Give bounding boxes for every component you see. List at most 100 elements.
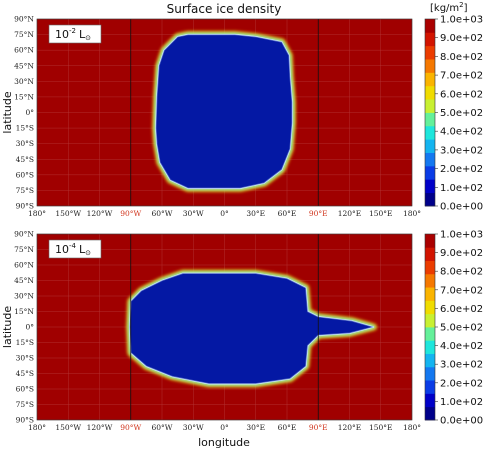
colorbar: 1.0e+03 9.0e+02 8.0e+02 7.0e+02 6.0e+02 5.0e+… <box>424 230 483 427</box>
y-tick-label: 30°S <box>16 354 34 363</box>
colorbar-tick-label: 5.0e+02 <box>440 323 483 334</box>
x-tick-label: 90°W <box>120 423 141 432</box>
colorbar-tick-label: 2.0e+02 <box>440 164 483 175</box>
panel-label: 10-4 L⊙ <box>48 239 102 259</box>
colorbar-segment <box>425 19 435 33</box>
ice-region-core <box>155 34 293 189</box>
y-tick-label: 15°N <box>14 307 34 316</box>
colorbar-unit-label: [kg/m2] <box>430 1 468 14</box>
ice-region <box>152 31 296 192</box>
colorbar-tick-label: 9.0e+02 <box>440 33 483 44</box>
colorbar-segment <box>425 45 435 60</box>
colorbar-tick-label: 6.0e+02 <box>440 304 483 315</box>
colorbar-segment <box>425 59 435 73</box>
y-tick-label: 45°N <box>14 61 34 70</box>
ice-region-core <box>129 273 374 384</box>
x-tick-label: 60°W <box>151 209 172 218</box>
colorbar-tick-label: 4.0e+02 <box>440 127 483 138</box>
plot-frame <box>36 233 413 421</box>
colorbar-tick-label: 5.0e+02 <box>440 108 483 119</box>
ice-region <box>126 269 377 388</box>
colorbar-tick-label: 4.0e+02 <box>440 341 483 352</box>
y-axis-label: latitude <box>1 306 14 348</box>
colorbar-segment <box>425 165 435 180</box>
x-tick-label: 180° <box>28 423 46 432</box>
colorbar-tick-label: 8.0e+02 <box>440 267 483 278</box>
colorbar-segment <box>425 85 435 100</box>
panel-label-box <box>48 24 102 44</box>
colorbar-tick-label: 6.0e+02 <box>440 89 483 100</box>
colorbar-tick-label: 7.0e+02 <box>440 285 483 296</box>
y-tick-label: 60°N <box>14 261 34 270</box>
x-tick-label: 150°E <box>369 209 393 218</box>
colorbar-segment <box>425 393 435 408</box>
colorbar-tick-label: 2.0e+02 <box>440 378 483 389</box>
x-tick-label: 30°W <box>183 423 204 432</box>
colorbar-tick-label: 3.0e+02 <box>440 360 483 371</box>
colorbar-tick-label: 1.0e+02 <box>440 183 483 194</box>
colorbar-segment <box>425 112 435 127</box>
x-tick-label: 120°W <box>87 209 113 218</box>
x-tick-label: 60°W <box>151 423 172 432</box>
x-tick-label: 60°E <box>278 209 297 218</box>
panel-label-text: 10-4 L⊙ <box>55 242 91 257</box>
colorbar-segment <box>425 313 435 328</box>
colorbar-tick-label: 1.0e+03 <box>440 15 483 26</box>
colorbar-segment <box>425 99 435 113</box>
colorbar-tick-label: 3.0e+02 <box>440 145 483 156</box>
y-tick-label: 90°S <box>16 202 34 211</box>
colorbar-segment <box>425 179 435 194</box>
y-tick-label: 30°N <box>14 292 34 301</box>
y-tick-label: 30°N <box>14 77 34 86</box>
x-tick-label: 90°W <box>120 209 141 218</box>
colorbar-segment <box>425 234 435 248</box>
colorbar-tick-label: 1.0e+02 <box>440 397 483 408</box>
y-tick-label: 90°N <box>14 230 34 239</box>
colorbar-segment <box>425 125 435 140</box>
x-tick-label: 120°E <box>338 423 362 432</box>
x-tick-label: 0° <box>220 423 229 432</box>
x-tick-label: 120°E <box>338 209 362 218</box>
x-tick-label: 180° <box>403 423 421 432</box>
colorbar-tick-label: 9.0e+02 <box>440 248 483 259</box>
plot-frame <box>36 18 413 207</box>
y-tick-label: 15°S <box>16 338 34 347</box>
colorbar-segment <box>425 260 435 275</box>
colorbar-tick-label: 1.0e+03 <box>440 230 483 241</box>
y-tick-label: 15°S <box>16 124 34 133</box>
x-tick-label: 60°E <box>278 423 297 432</box>
x-tick-label: 90°E <box>309 423 328 432</box>
x-tick-label: 120°W <box>87 423 113 432</box>
colorbar-tick-label: 7.0e+02 <box>440 71 483 82</box>
colorbar-tick-label: 8.0e+02 <box>440 52 483 63</box>
colorbar-segment <box>425 340 435 354</box>
colorbar-segment <box>425 139 435 153</box>
y-tick-label: 15°N <box>14 92 34 101</box>
panel-label-text: 10-2 L⊙ <box>55 27 91 42</box>
panel-label: 10-2 L⊙ <box>48 24 102 44</box>
y-tick-label: 0° <box>25 108 34 117</box>
x-tick-label: 30°W <box>183 209 204 218</box>
y-tick-label: 75°N <box>14 30 34 39</box>
panel-label-box <box>48 239 102 259</box>
x-tick-label: 150°W <box>55 423 81 432</box>
y-tick-label: 75°N <box>14 245 34 254</box>
colorbar-segment <box>425 72 435 87</box>
y-tick-label: 90°S <box>16 416 34 425</box>
colorbar-segment <box>425 247 435 261</box>
colorbar-segment <box>425 287 435 301</box>
y-tick-label: 0° <box>25 323 34 332</box>
y-tick-label: 45°S <box>16 369 34 378</box>
y-tick-label: 75°S <box>16 400 34 409</box>
x-tick-label: 0° <box>220 209 229 218</box>
y-tick-label: 45°N <box>14 276 34 285</box>
y-tick-label: 60°S <box>16 170 34 179</box>
colorbar-tick-label: 0.0e+00 <box>440 202 483 213</box>
x-tick-label: 180° <box>403 209 421 218</box>
colorbar-segment <box>425 406 435 421</box>
colorbar-segment <box>425 273 435 288</box>
x-tick-label: 90°E <box>309 209 328 218</box>
y-tick-label: 90°N <box>14 15 34 24</box>
y-tick-label: 30°S <box>16 139 34 148</box>
